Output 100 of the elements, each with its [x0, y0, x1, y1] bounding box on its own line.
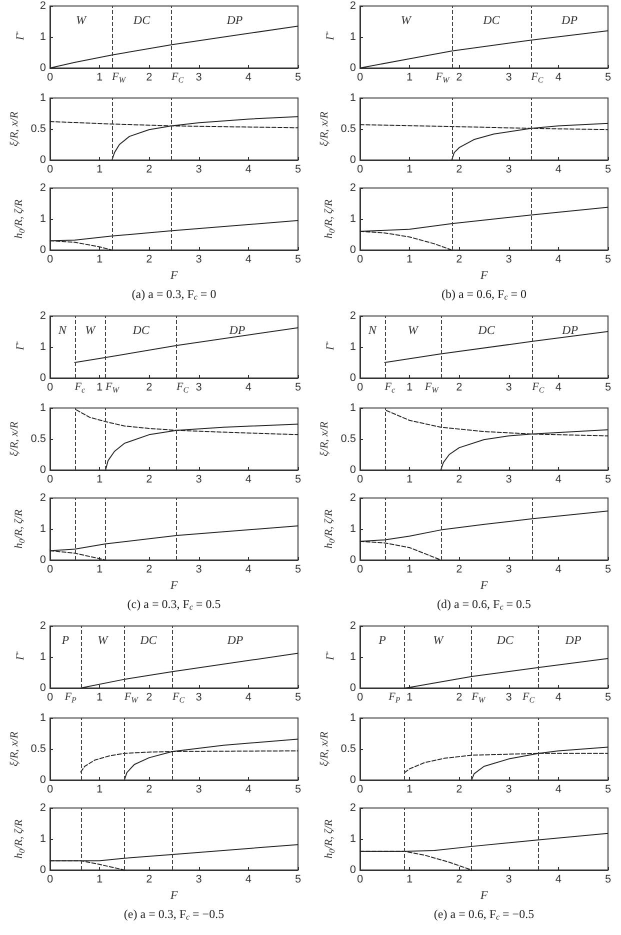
annotation: W: [98, 633, 109, 647]
y-tick-label: 1: [40, 213, 46, 225]
x-tick-label: 3: [196, 474, 202, 486]
x-tick-label: 3: [196, 564, 202, 576]
y-tick-label: 2: [40, 802, 46, 814]
annotation: W: [408, 323, 419, 337]
x-tick-label: 3: [196, 784, 202, 796]
y-tick-label: 0: [350, 154, 356, 166]
x-tick-label: 3: [506, 72, 512, 84]
y-tick-label: 0: [40, 774, 46, 786]
x-tick-label: 4: [555, 164, 562, 176]
y-tick-label: 1: [350, 213, 356, 225]
y-axis-title: Γ̄: [324, 30, 336, 42]
annotation: DP: [226, 633, 244, 647]
y-tick-label: 1: [40, 31, 46, 43]
y-tick-label: 2: [40, 0, 46, 12]
x-tick-label: 5: [294, 784, 302, 796]
annotation: W: [433, 633, 444, 647]
x-tick-label: 3: [196, 692, 202, 704]
x-tick-label: 2: [456, 784, 462, 796]
x-tick-label: 2: [456, 72, 462, 84]
x-tick-label: 1: [406, 692, 413, 704]
x-tick-label: 4: [555, 382, 562, 394]
x-tick-label: 1: [96, 874, 103, 886]
x-tick-label: 2: [456, 164, 462, 176]
y-axis-title: Γ̄: [14, 340, 26, 352]
y-tick-label: 1: [350, 712, 356, 724]
y-tick-label: 1: [350, 833, 356, 845]
x-tick-label: 5: [604, 382, 612, 394]
y-tick-label: 0.5: [340, 433, 356, 445]
y-tick-label: 1: [350, 92, 356, 104]
y-axis-title: Γ̄: [14, 650, 26, 662]
y-tick-label: 0.5: [340, 123, 356, 135]
annotation: DP: [561, 323, 579, 337]
x-tick-label: 4: [245, 784, 252, 796]
x-tick-label: 4: [555, 784, 562, 796]
x-tick-label: 2: [456, 564, 462, 576]
x-tick-label: 5: [604, 164, 612, 176]
annotation: N: [367, 323, 378, 337]
y-tick-label: 0: [350, 244, 356, 256]
x-tick-label: 5: [294, 164, 302, 176]
y-tick-label: 2: [40, 620, 46, 632]
x-tick-label: 1: [96, 254, 103, 266]
annotation: DC: [139, 633, 158, 647]
x-tick-label: 1: [406, 474, 413, 486]
y-axis-title: Γ̄: [324, 650, 336, 662]
y-axis-title: h0/R, ζ/R: [323, 819, 336, 858]
x-tick-label: 3: [506, 474, 512, 486]
x-tick-label: 1: [406, 874, 413, 886]
y-axis-title: h0/R, ζ/R: [13, 509, 26, 548]
x-tick-label: 2: [456, 382, 462, 394]
annotation: W: [76, 13, 87, 27]
x-tick-label: 4: [245, 874, 252, 886]
x-tick-label: 3: [506, 254, 512, 266]
annotation: DC: [132, 13, 152, 27]
x-tick-label: 2: [146, 784, 152, 796]
y-axis-title: h0/R, ζ/R: [323, 199, 336, 238]
y-axis-title: h0/R, ζ/R: [323, 509, 336, 548]
x-tick-label: 2: [146, 254, 152, 266]
x-tick-label: 2: [146, 874, 152, 886]
x-tick-label: 2: [456, 692, 462, 704]
x-tick-label: 4: [555, 474, 562, 486]
x-tick-label: 1: [96, 784, 103, 796]
y-tick-label: 2: [350, 182, 356, 194]
y-axis-title: Γ̄: [324, 340, 336, 352]
annotation: DC: [132, 323, 150, 337]
x-tick-label: 4: [245, 254, 252, 266]
x-tick-label: 1: [96, 72, 103, 84]
y-tick-label: 0: [350, 372, 356, 384]
x-tick-label: 5: [294, 72, 302, 84]
x-tick-label: 5: [294, 692, 302, 704]
y-tick-label: 2: [350, 492, 356, 504]
x-tick-label: 2: [146, 382, 152, 394]
x-tick-label: 4: [555, 692, 562, 704]
x-tick-label: 5: [294, 382, 302, 394]
annotation: DP: [560, 13, 578, 27]
y-tick-label: 2: [40, 492, 46, 504]
x-tick-label: 3: [196, 72, 202, 84]
x-tick-label: 2: [146, 692, 152, 704]
x-tick-label: 1: [406, 382, 413, 394]
y-tick-label: 1: [40, 402, 46, 414]
x-axis-title: F: [479, 268, 488, 282]
y-tick-label: 2: [40, 310, 46, 322]
x-tick-label: 1: [96, 564, 103, 576]
y-tick-label: 0: [40, 62, 46, 74]
x-tick-label: 2: [146, 564, 152, 576]
x-tick-label: 4: [555, 564, 562, 576]
y-axis-title: h0/R, ζ/R: [13, 199, 26, 238]
x-tick-label: 2: [456, 474, 462, 486]
x-axis-title: F: [169, 578, 178, 592]
y-tick-label: 2: [350, 0, 356, 12]
y-tick-label: 2: [40, 182, 46, 194]
y-tick-label: 2: [350, 310, 356, 322]
y-tick-label: 0: [40, 372, 46, 384]
annotation: DC: [477, 323, 496, 337]
x-tick-label: 5: [294, 474, 302, 486]
annotation: P: [60, 633, 70, 647]
x-tick-label: 1: [96, 382, 103, 394]
x-tick-label: 2: [146, 72, 152, 84]
x-tick-label: 2: [456, 254, 462, 266]
